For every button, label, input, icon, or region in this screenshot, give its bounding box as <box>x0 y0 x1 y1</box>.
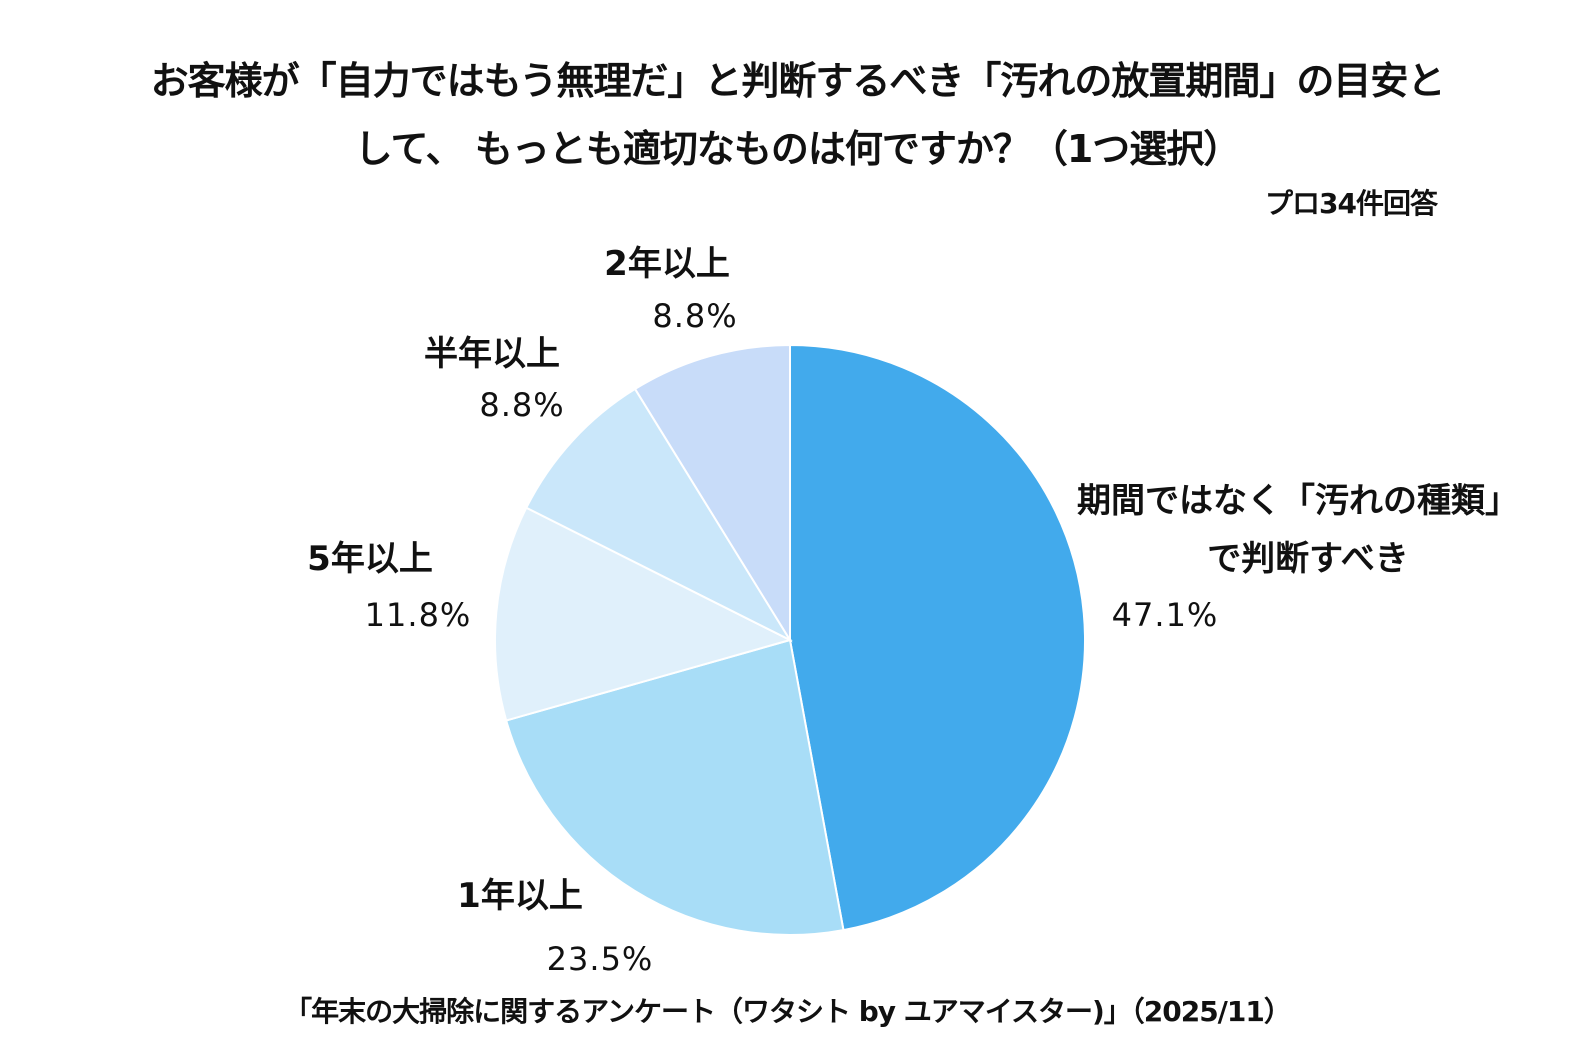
slice-label-2-line-0: 5年以上 <box>307 539 433 579</box>
pie-slice-0 <box>789 343 1086 932</box>
pie-slice-1 <box>504 638 845 936</box>
slice-value-label-2: 11.8% <box>365 596 472 634</box>
slice-value-label-0: 47.1% <box>1112 596 1219 634</box>
slice-label-0-line-0: 期間ではなく「汚れの種類」 <box>1077 481 1519 521</box>
slice-label-1-line-0: 1年以上 <box>457 876 583 916</box>
pie-slice-2 <box>494 506 793 722</box>
chart-title-line-2: して、 もっとも適切なものは何ですか？（1つ選択） <box>354 127 1242 171</box>
pie-slice-4 <box>633 343 791 644</box>
slice-label-0-line-1: で判断すべき <box>1207 539 1409 579</box>
slice-label-4-line-0: 2年以上 <box>604 244 730 284</box>
pie-slice-3 <box>524 387 793 643</box>
chart-title-line-1: お客様が「自力ではもう無理だ」と判断するべき「汚れの放置期間」の目安と <box>150 59 1446 103</box>
chart-subtitle: プロ34件回答 <box>1265 187 1438 220</box>
slice-label-3-line-0: 半年以上 <box>424 334 560 374</box>
slice-value-label-3: 8.8% <box>479 386 564 424</box>
chart-source: 「年末の大掃除に関するアンケート（ワタシト by ユアマイスター)」（2025/… <box>284 995 1292 1028</box>
slice-value-label-1: 23.5% <box>547 940 654 978</box>
slice-value-label-4: 8.8% <box>652 297 737 335</box>
